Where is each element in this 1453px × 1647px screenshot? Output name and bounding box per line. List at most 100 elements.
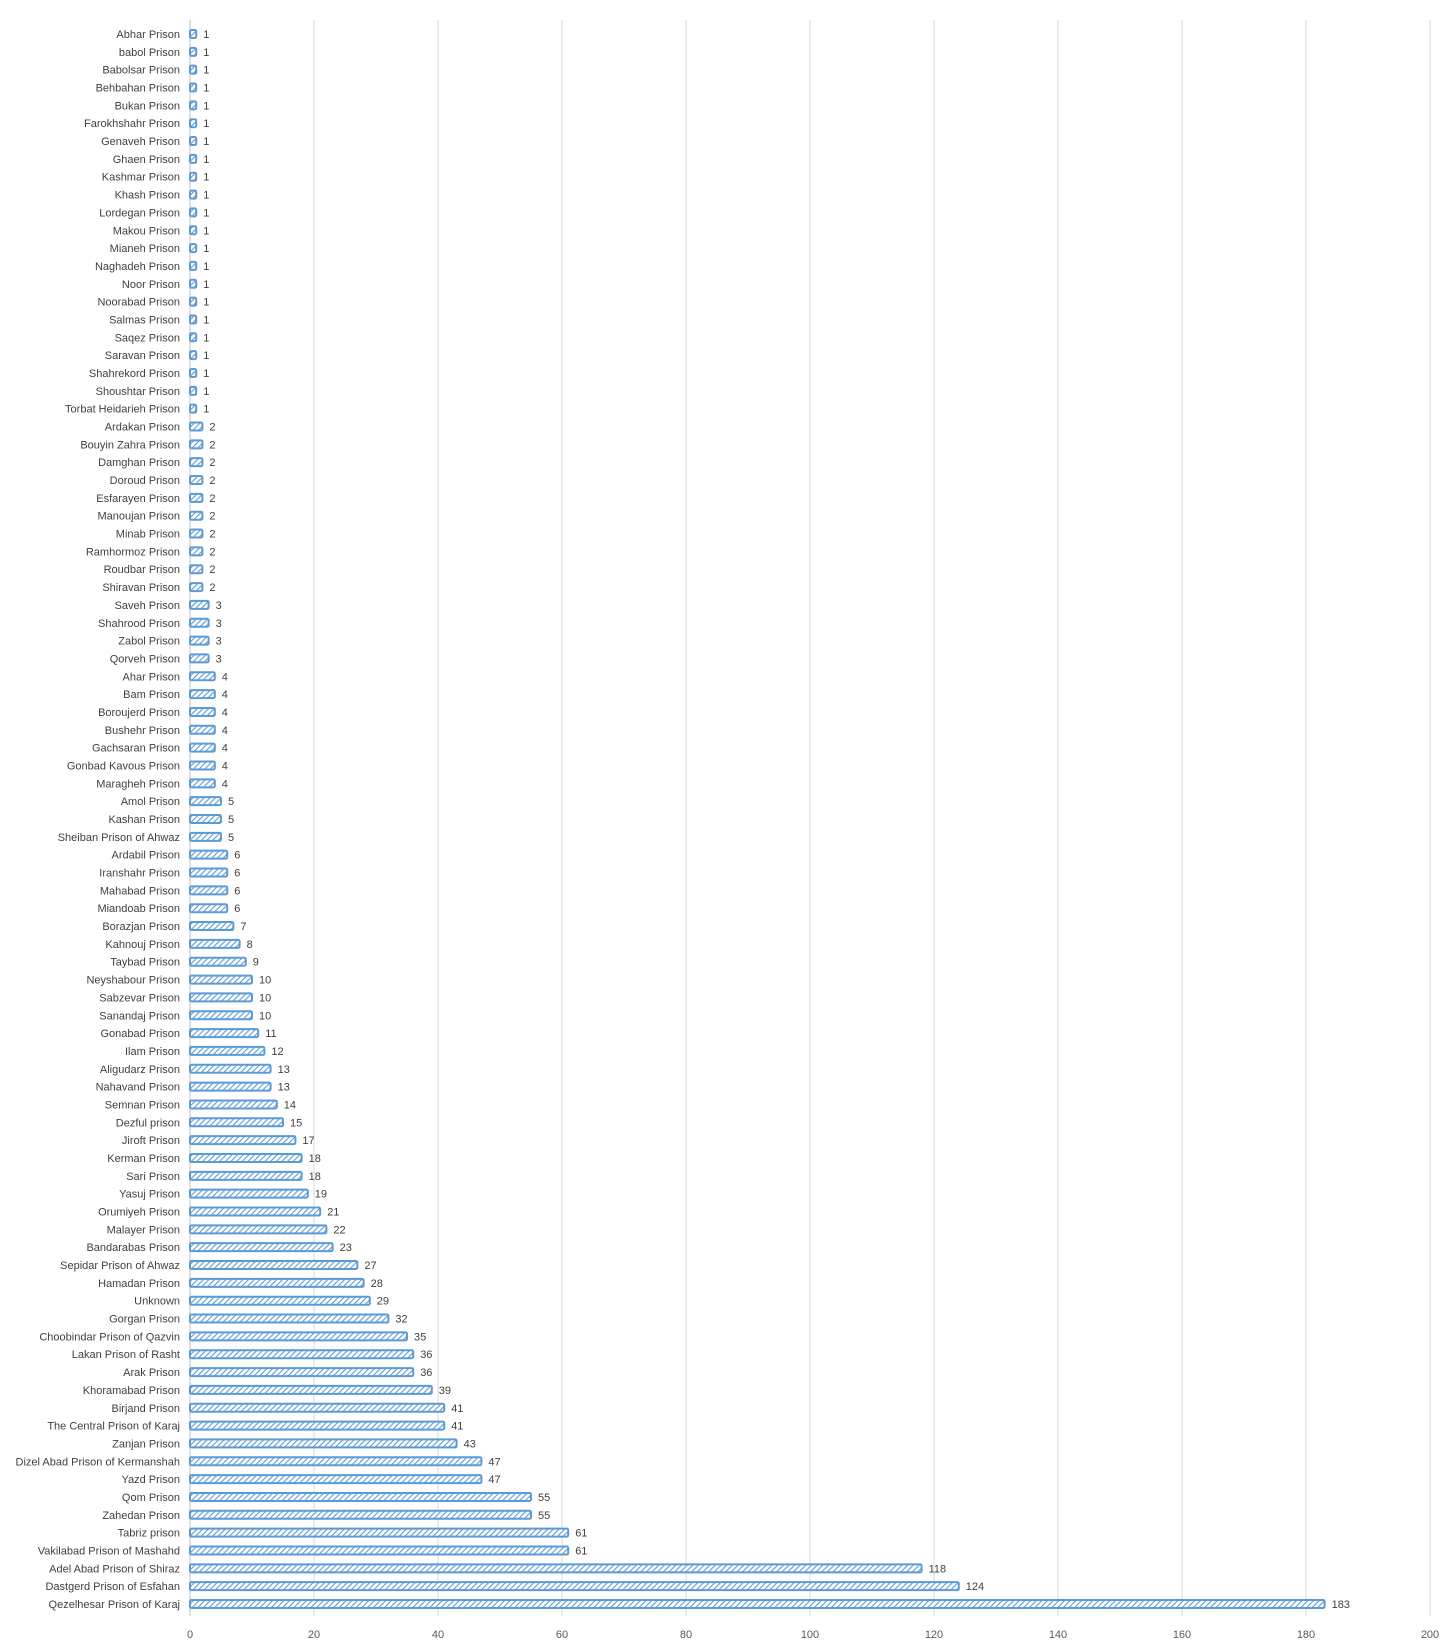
data-label: 21 <box>327 1207 339 1219</box>
category-label: Qom Prison <box>122 1492 180 1504</box>
bar <box>189 1491 532 1502</box>
category-label: Hamadan Prison <box>98 1278 180 1290</box>
category-label: Saqez Prison <box>115 332 180 344</box>
bar <box>189 1367 415 1378</box>
category-label: Neyshabour Prison <box>86 975 180 987</box>
bar <box>189 938 241 949</box>
bar <box>189 653 210 664</box>
category-label: Choobindar Prison of Qazvin <box>39 1331 180 1343</box>
category-label: Sepidar Prison of Ahwaz <box>60 1260 180 1272</box>
category-label: Shahrekord Prison <box>89 368 180 380</box>
bar <box>189 1295 371 1306</box>
data-label: 1 <box>203 100 209 112</box>
data-label: 1 <box>203 350 209 362</box>
category-label: Bam Prison <box>123 689 180 701</box>
bar <box>189 742 216 753</box>
category-label: Doroud Prison <box>110 475 180 487</box>
data-label: 27 <box>364 1260 376 1272</box>
category-label: Zahedan Prison <box>102 1510 180 1522</box>
bar <box>189 1135 297 1146</box>
bar <box>189 1599 1326 1609</box>
category-label: Behbahan Prison <box>96 83 180 95</box>
bar <box>189 849 229 860</box>
data-label: 4 <box>222 725 228 737</box>
category-label: Lordegan Prison <box>99 207 180 219</box>
bar <box>189 617 210 628</box>
bar <box>189 118 198 129</box>
data-label: 36 <box>420 1367 432 1379</box>
bar <box>189 724 216 735</box>
category-label: Semnan Prison <box>105 1099 180 1111</box>
category-label: Kashmar Prison <box>102 172 180 184</box>
data-label: 47 <box>488 1474 500 1486</box>
bar <box>189 867 229 878</box>
data-label: 43 <box>464 1438 476 1450</box>
category-label: Sheiban Prison of Ahwaz <box>58 832 180 844</box>
data-label: 118 <box>929 1563 947 1575</box>
category-label: Noor Prison <box>122 279 180 291</box>
category-label: Zanjan Prison <box>112 1438 180 1450</box>
bar <box>189 153 198 164</box>
category-label: Dezful prison <box>116 1117 180 1129</box>
category-label: Salmas Prison <box>109 314 180 326</box>
x-tick-label: 20 <box>308 1629 320 1641</box>
bar <box>189 207 198 218</box>
bar <box>189 457 204 468</box>
data-label: 6 <box>234 868 240 880</box>
bar <box>189 921 235 932</box>
bar <box>189 1456 483 1467</box>
bar <box>189 1242 334 1253</box>
bar <box>189 528 204 539</box>
category-label: Dastgerd Prison of Esfahan <box>45 1581 180 1593</box>
data-label: 22 <box>333 1224 345 1236</box>
data-label: 36 <box>420 1349 432 1361</box>
category-label: Miandoab Prison <box>97 903 180 915</box>
category-label: Malayer Prison <box>107 1224 180 1236</box>
category-label: Gachsaran Prison <box>92 743 180 755</box>
data-label: 32 <box>395 1314 407 1326</box>
data-label: 2 <box>209 422 215 434</box>
data-label: 17 <box>302 1135 314 1147</box>
x-tick-label: 40 <box>432 1629 444 1641</box>
data-labels: 1111111111111111111111222222222233334444… <box>203 29 1350 1611</box>
data-label: 6 <box>234 885 240 897</box>
bar <box>189 1420 446 1431</box>
data-label: 1 <box>203 404 209 416</box>
category-label: Esfarayen Prison <box>96 493 180 505</box>
bar <box>189 814 222 824</box>
bar <box>189 492 204 503</box>
category-label: Bouyin Zahra Prison <box>80 439 180 451</box>
category-label: Qezelhesar Prison of Karaj <box>49 1599 180 1611</box>
category-label: Ahar Prison <box>123 671 180 683</box>
data-label: 12 <box>271 1046 283 1058</box>
data-label: 124 <box>966 1581 984 1593</box>
data-label: 1 <box>203 190 209 202</box>
bar <box>189 64 198 75</box>
bar <box>189 278 198 289</box>
category-label: Qorveh Prison <box>110 653 180 665</box>
category-label: Noorabad Prison <box>97 297 180 309</box>
x-tick-label: 0 <box>187 1629 193 1641</box>
bar <box>189 1384 433 1395</box>
data-label: 1 <box>203 47 209 59</box>
category-label: Ilam Prison <box>125 1046 180 1058</box>
data-label: 19 <box>315 1189 327 1201</box>
category-label: Damghan Prison <box>98 457 180 469</box>
data-label: 41 <box>451 1421 463 1433</box>
bar <box>189 564 204 575</box>
data-label: 1 <box>203 225 209 237</box>
bar <box>189 1474 483 1485</box>
category-label: Maragheh Prison <box>96 778 180 790</box>
gridlines <box>189 20 1431 1616</box>
bar <box>189 1509 532 1520</box>
category-label: Sabzevar Prison <box>99 992 180 1004</box>
category-label: Orumiyeh Prison <box>98 1207 180 1219</box>
bar <box>189 760 216 771</box>
x-tick-label: 140 <box>1049 1629 1067 1641</box>
data-label: 23 <box>340 1242 352 1254</box>
x-tick-label: 100 <box>801 1629 819 1641</box>
data-label: 13 <box>278 1064 290 1076</box>
bar <box>189 1028 260 1039</box>
bar <box>189 706 216 717</box>
